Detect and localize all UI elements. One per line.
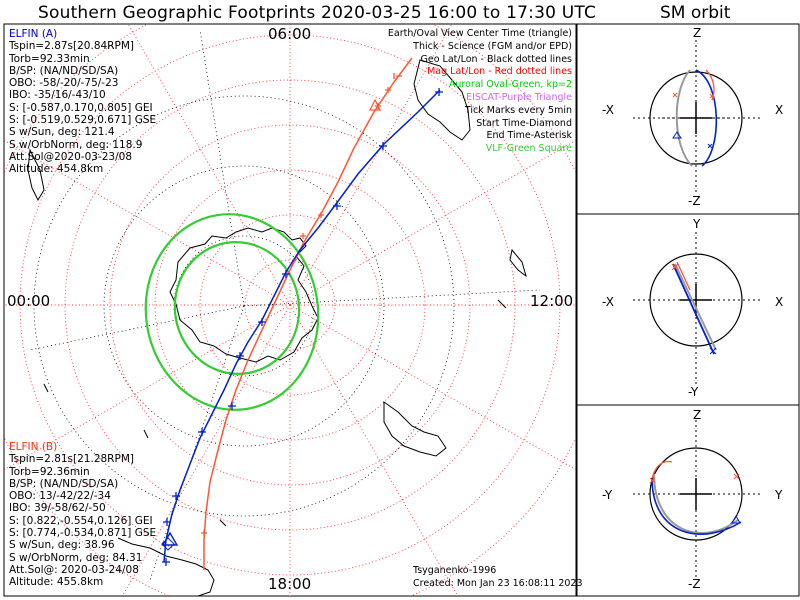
probe-a-line: Altitude: 454.8km [9, 163, 104, 176]
probe-a-line: S w/OrbNorm, deg: 118.9 [9, 138, 143, 151]
clock-label-left: 00:00 [7, 292, 51, 310]
probe-b-line: S: [0.774,-0.534,0.871] GSE [9, 527, 157, 540]
probe-b-line: Att.Sol@: 2020-03-24/08 [9, 563, 139, 576]
legend: Earth/Oval View Center Time (triangle) T… [388, 28, 572, 156]
sm-p3-right: Y [775, 488, 783, 502]
probe-a-line: S: [-0.519,0.529,0.671] GSE [9, 114, 157, 127]
elfin-b-ticks [201, 73, 402, 536]
probe-b-line: OBO: 13/-42/22/-34 [9, 490, 111, 503]
sm-p3-top: Z [693, 408, 702, 422]
probe-b-info: ELFIN (B) Tspin=2.81s[21.28RPM] Torb=92.… [9, 441, 156, 589]
legend-item: Thick - Science (FGM and/or EPD) [413, 40, 572, 52]
sm-orbit-title: SM orbit [660, 3, 731, 23]
sm-xz-orbit-a [695, 69, 718, 167]
earth-circle-xz [649, 71, 743, 165]
legend-item: VLF-Green Square [485, 143, 572, 155]
south-america-coast [117, 537, 215, 596]
probe-a-line: Torb=92.33min [9, 52, 90, 65]
probe-b-name: ELFIN (B) [9, 441, 58, 453]
legend-item: EISCAT-Purple Triangle [466, 91, 572, 103]
earth-circle-yz [649, 447, 743, 541]
probe-b-line: Altitude: 455.8km [9, 576, 104, 589]
legend-item: End Time-Asterisk [486, 130, 572, 142]
legend-item: Mag Lat/Lon - Red dotted lines [427, 66, 572, 78]
polar-map [4, 24, 576, 596]
probe-a-line: B/SP: (NA/ND/SD/SA) [9, 64, 119, 77]
elfin-a-track [163, 89, 441, 563]
new-zealand-coast [509, 248, 527, 278]
islands [43, 299, 507, 527]
probe-a-line: S: [-0.587,0.170,0.805] GEI [9, 101, 153, 114]
elfin-a-ticks [162, 88, 443, 566]
probe-a-line: Att.Sol@2020-03-23/08 [9, 150, 132, 163]
mag-lon-grid [4, 24, 576, 596]
legend-item: Tick Marks every 5min [464, 104, 572, 116]
probe-b-line: IBO: 39/-58/62/-50 [9, 502, 106, 515]
probe-a-line: OBO: -58/-20/-75/-23 [9, 77, 119, 90]
legend-item: Geo Lat/Lon - Black dotted lines [420, 53, 572, 65]
clock-label-bottom: 18:00 [268, 575, 312, 593]
probe-b-line: S: [0.822,-0.554,0.126] GEI [9, 514, 153, 527]
probe-b-line: S w/Sun, deg: 38.96 [9, 539, 115, 552]
elfin-b-view-center [369, 98, 381, 111]
elfin-b-track [203, 57, 413, 570]
sm-p1-left: -X [602, 103, 614, 117]
sm-panel-yz [633, 420, 760, 580]
sm-p2-left: -X [602, 295, 614, 309]
clock-label-right: 12:00 [530, 292, 574, 310]
africa-coast [413, 59, 471, 141]
sm-p3-left: -Y [602, 488, 613, 502]
elfin-a-start-diamond [161, 537, 175, 551]
coastlines [27, 59, 527, 596]
australia-coast [383, 401, 447, 457]
geo-grid [29, 29, 541, 581]
earth-circle-xy [649, 253, 743, 347]
probe-a-line: Tspin=2.87s[20.84RPM] [9, 40, 134, 53]
probe-b-line: S w/OrbNorm, deg: 84.31 [9, 551, 143, 564]
antarctica-coast [169, 227, 319, 363]
legend-item: Auroral Oval-Green, kp=2 [448, 79, 572, 91]
sm-p3-bottom: -Z [688, 577, 701, 591]
sm-p2-top: Y [693, 217, 701, 231]
sm-yz-orbit-a [651, 477, 742, 535]
legend-item: Start Time-Diamond [476, 117, 572, 129]
legend-item: Earth/Oval View Center Time (triangle) [387, 28, 572, 39]
probe-a-name: ELFIN (A) [9, 28, 58, 40]
probe-a-line: S w/Sun, deg: 121.4 [9, 126, 115, 139]
sm-frame [576, 23, 800, 597]
probe-b-line: Torb=92.36min [9, 465, 90, 478]
sm-p2-bottom: -Y [688, 385, 699, 399]
sm-panel-xz [633, 40, 760, 195]
sm-p1-bottom: -Z [688, 194, 701, 208]
created-label: Created: Mon Jan 23 16:08:11 2023 [413, 578, 583, 589]
model-label: Tsyganenko-1996 [413, 565, 497, 576]
probe-b-line: B/SP: (NA/ND/SD/SA) [9, 477, 119, 490]
probe-a-info: ELFIN (A) Tspin=2.87s[20.84RPM] Torb=92.… [9, 28, 156, 176]
probe-b-line: Tspin=2.81s[21.28RPM] [9, 453, 134, 466]
clock-label-top: 06:00 [268, 25, 312, 43]
sm-p1-top: Z [693, 26, 702, 40]
main-title: Southern Geographic Footprints 2020-03-2… [38, 3, 597, 23]
sm-xy-orbit-a [672, 263, 715, 355]
probe-a-line: IBO: -35/16/-43/10 [9, 89, 106, 102]
auroral-oval [144, 213, 320, 411]
indian-coast [27, 148, 45, 202]
sm-p1-right: X [775, 103, 784, 117]
sm-p2-right: X [775, 295, 784, 309]
sm-panel-xy [633, 232, 760, 385]
